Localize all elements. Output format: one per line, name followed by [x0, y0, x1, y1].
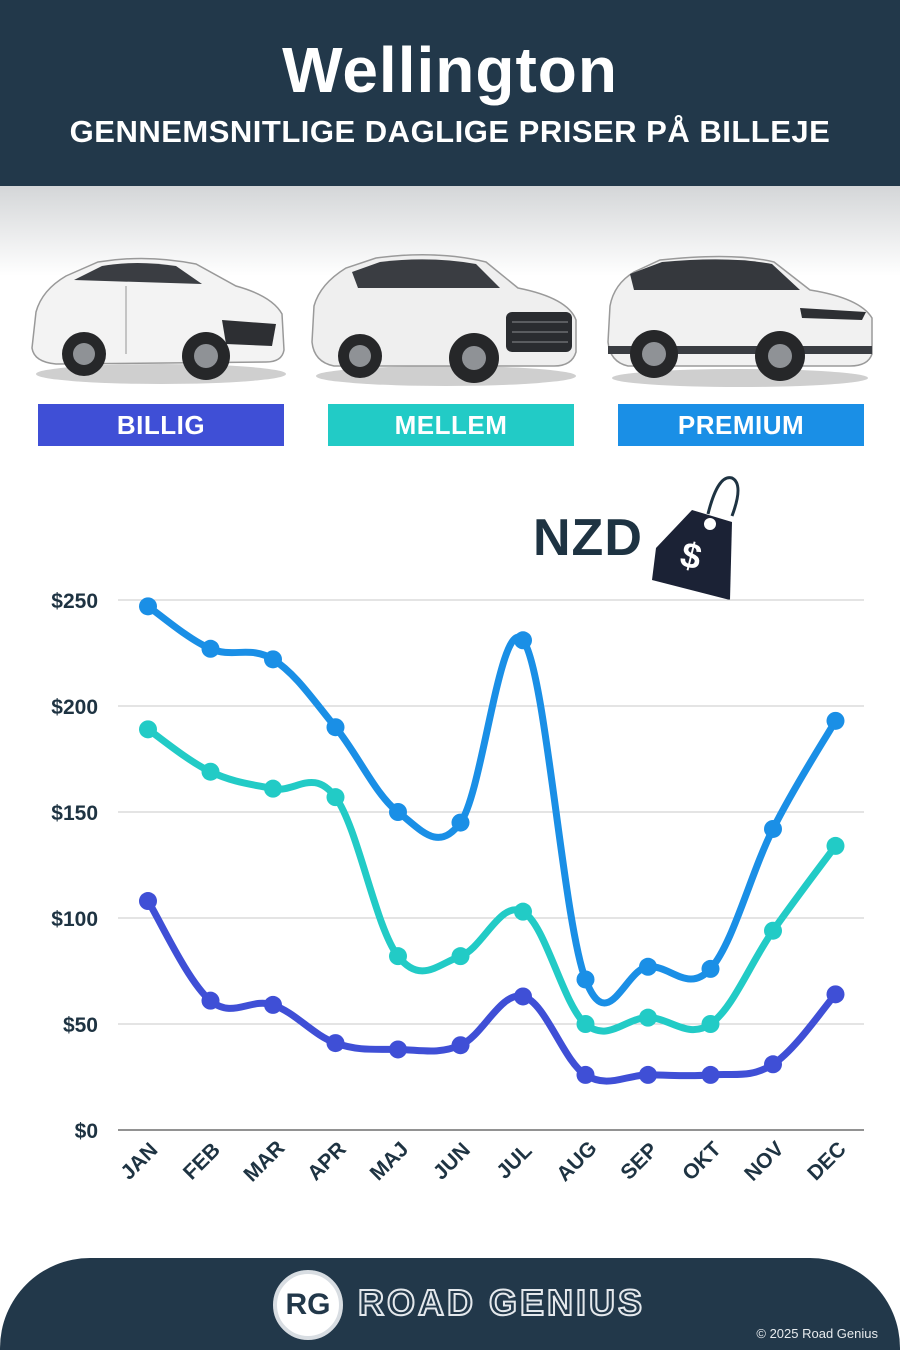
x-tick-label: NOV: [740, 1137, 788, 1185]
y-tick-label: $150: [51, 802, 98, 825]
economy-car-image: [31, 257, 286, 384]
data-point-mellem: [701, 1015, 720, 1033]
data-point-billig: [764, 1055, 782, 1074]
series-line-premium: [144, 602, 839, 1007]
midsize-suv-image: [311, 254, 577, 386]
data-point-mellem: [576, 1015, 595, 1033]
data-point-premium: [326, 718, 345, 737]
data-point-billig: [451, 1036, 470, 1055]
data-point-premium: [701, 959, 720, 978]
page-subtitle: GENNEMSNITLIGE DAGLIGE PRISER PÅ BILLEJE: [69, 114, 831, 149]
data-point-mellem: [264, 779, 282, 798]
data-point-premium: [514, 631, 532, 650]
category-label-premium: PREMIUM: [618, 404, 864, 446]
x-tick-label: APR: [303, 1138, 351, 1186]
x-tick-label: JAN: [116, 1138, 162, 1184]
premium-suv-image: [607, 255, 873, 387]
x-tick-label: AUG: [552, 1137, 601, 1186]
data-point-premium: [576, 970, 595, 989]
x-tick-label: JUN: [429, 1138, 475, 1184]
data-point-mellem: [451, 947, 470, 966]
x-tick-label: MAR: [239, 1136, 289, 1186]
footer: RG ROAD GENIUS © 2025 Road Genius: [0, 1258, 900, 1350]
data-point-mellem: [389, 947, 407, 966]
x-tick-label: SEP: [616, 1138, 662, 1184]
y-tick-label: $250: [51, 590, 98, 613]
data-point-mellem: [326, 788, 345, 807]
data-point-premium: [264, 650, 282, 669]
y-tick-label: $0: [75, 1120, 98, 1143]
price-tag-icon: $: [652, 476, 740, 600]
data-point-mellem: [639, 1008, 657, 1027]
series-layer: [139, 597, 845, 1085]
x-tick-label: JUL: [492, 1139, 536, 1183]
data-point-billig: [264, 995, 282, 1014]
data-point-billig: [201, 991, 220, 1010]
data-point-premium: [451, 813, 470, 832]
data-point-premium: [139, 597, 157, 616]
data-point-mellem: [514, 902, 532, 921]
series-line-mellem: [144, 725, 839, 1035]
data-point-billig: [139, 892, 157, 911]
y-tick-label: $100: [51, 908, 98, 931]
y-axis-labels: $0 $50 $100 $150 $200 $250: [51, 590, 98, 1143]
y-tick-label: $200: [51, 696, 98, 719]
x-tick-label: FEB: [179, 1138, 225, 1184]
page-title: Wellington: [282, 34, 618, 106]
x-tick-label: OKT: [678, 1137, 726, 1185]
x-tick-label: MAJ: [366, 1138, 414, 1186]
data-point-mellem: [139, 720, 157, 739]
x-tick-label: DEC: [803, 1138, 851, 1186]
copyright-text: © 2025 Road Genius: [756, 1326, 878, 1341]
data-point-billig: [639, 1065, 657, 1084]
category-label-mellem: MELLEM: [328, 404, 574, 446]
y-tick-label: $50: [63, 1014, 98, 1037]
brand-logo: RG: [273, 1270, 343, 1340]
data-point-premium: [201, 639, 220, 658]
category-label-billig: BILLIG: [38, 404, 284, 446]
data-point-billig: [701, 1065, 720, 1084]
header: Wellington GENNEMSNITLIGE DAGLIGE PRISER…: [0, 0, 900, 186]
data-point-billig: [514, 987, 532, 1006]
currency-label: NZD: [533, 509, 643, 567]
x-axis-labels: JAN FEB MAR APR MAJ JUN JUL AUG SEP OKT NOV DEC: [116, 1136, 850, 1186]
data-point-mellem: [826, 836, 845, 855]
data-point-mellem: [764, 921, 782, 940]
brand-name: ROAD GENIUS: [357, 1281, 646, 1324]
data-point-billig: [389, 1040, 407, 1059]
data-point-billig: [576, 1065, 595, 1084]
data-point-billig: [826, 985, 845, 1004]
data-point-premium: [639, 957, 657, 976]
data-point-billig: [326, 1034, 345, 1053]
line-chart: $0 $50 $100 $150 $200 $250 JAN FEB MAR APR MAJ JUN…: [51, 590, 864, 1186]
grid-lines: [118, 599, 864, 1131]
data-point-mellem: [201, 762, 220, 781]
data-point-premium: [389, 803, 407, 821]
data-point-premium: [826, 711, 845, 730]
data-point-premium: [764, 819, 782, 838]
